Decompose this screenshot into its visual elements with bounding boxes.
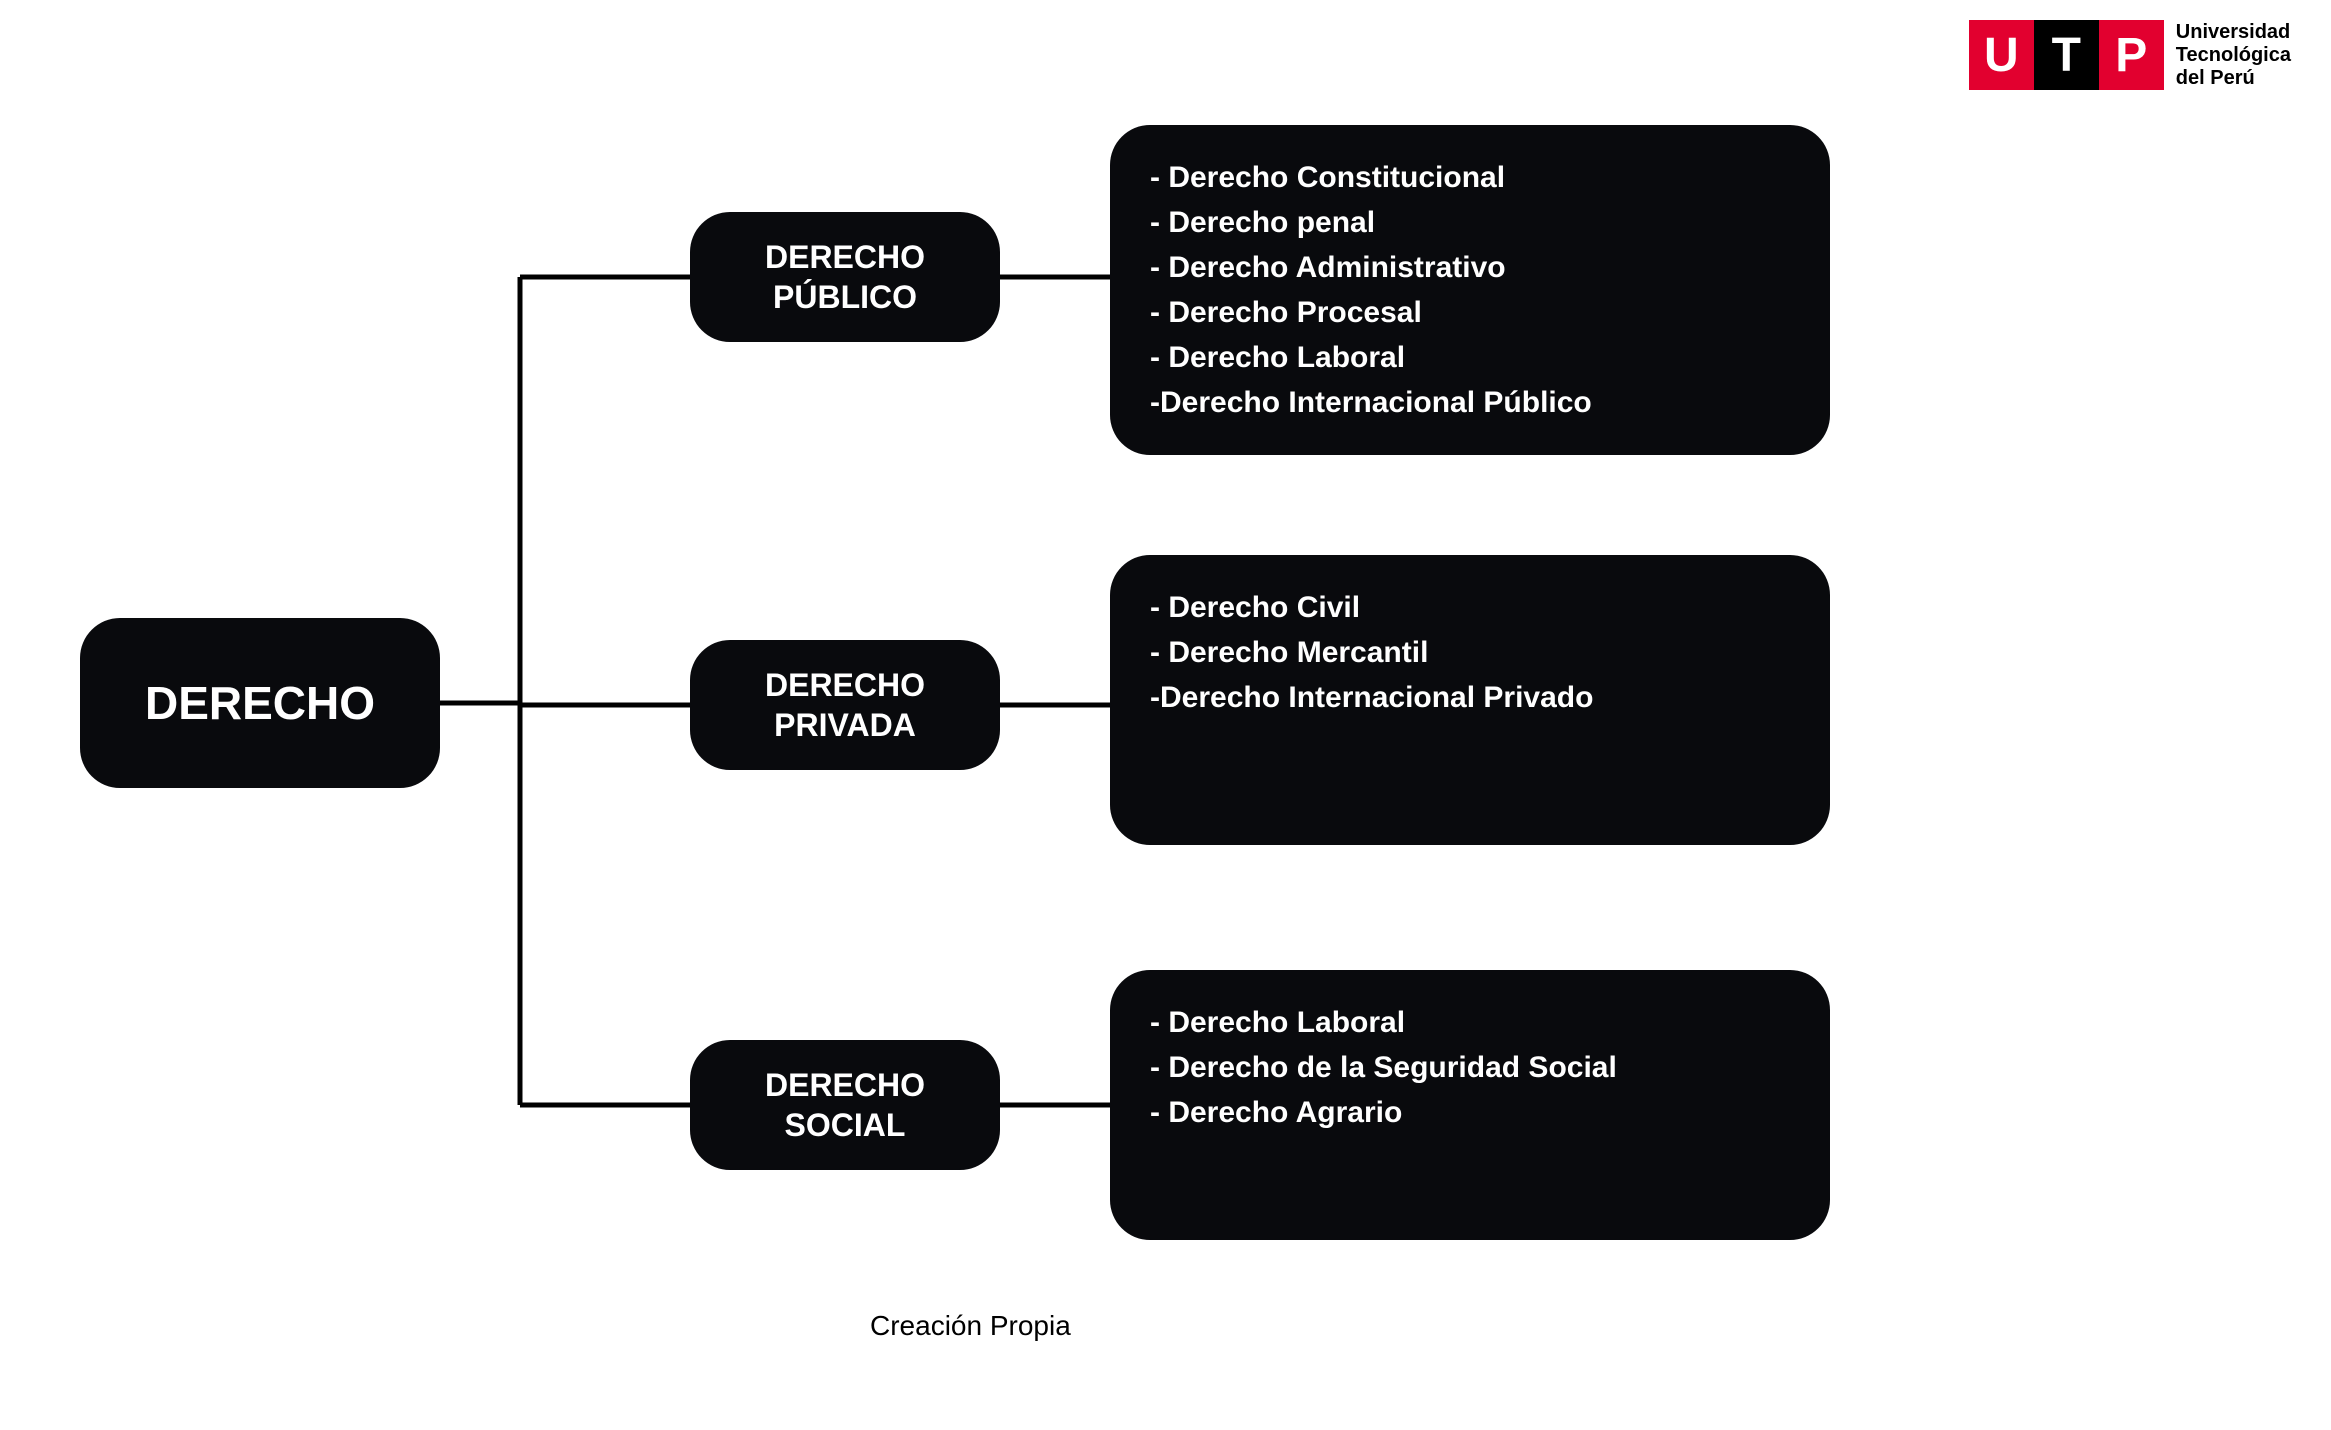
logo-letter-p: P [2099,20,2164,90]
detail-item: -Derecho Internacional Privado [1150,675,1790,720]
branch-label-line2: PRIVADA [774,705,916,745]
detail-item: - Derecho Mercantil [1150,630,1790,675]
detail-item: - Derecho Agrario [1150,1090,1790,1135]
branch-node-2: DERECHOSOCIAL [690,1040,1000,1170]
detail-box-2: - Derecho Laboral- Derecho de la Segurid… [1110,970,1830,1240]
detail-box-0: - Derecho Constitucional- Derecho penal-… [1110,125,1830,455]
branch-label-line2: PÚBLICO [773,277,917,317]
detail-item: - Derecho penal [1150,200,1790,245]
detail-item: - Derecho Laboral [1150,335,1790,380]
branch-node-0: DERECHOPÚBLICO [690,212,1000,342]
branch-label-line1: DERECHO [765,665,925,705]
caption-text: Creación Propia [870,1310,1071,1341]
utp-logo: U T P UniversidadTecnológicadel Perú [1969,20,2291,90]
logo-letter-t: T [2034,20,2099,90]
branch-label-line2: SOCIAL [785,1105,906,1145]
detail-item: - Derecho de la Seguridad Social [1150,1045,1790,1090]
root-node-derecho: DERECHO [80,618,440,788]
utp-logo-subtitle: UniversidadTecnológicadel Perú [2176,21,2291,90]
branch-label-line1: DERECHO [765,237,925,277]
root-node-label: DERECHO [145,676,375,730]
detail-item: -Derecho Internacional Público [1150,380,1790,425]
utp-logo-badge: U T P [1969,20,2164,90]
logo-letter-u: U [1969,20,2034,90]
detail-item: - Derecho Administrativo [1150,245,1790,290]
detail-item: - Derecho Civil [1150,585,1790,630]
diagram-caption: Creación Propia [870,1310,1071,1342]
detail-box-1: - Derecho Civil- Derecho Mercantil-Derec… [1110,555,1830,845]
detail-item: - Derecho Laboral [1150,1000,1790,1045]
branch-label-line1: DERECHO [765,1065,925,1105]
branch-node-1: DERECHOPRIVADA [690,640,1000,770]
detail-item: - Derecho Constitucional [1150,155,1790,200]
detail-item: - Derecho Procesal [1150,290,1790,335]
